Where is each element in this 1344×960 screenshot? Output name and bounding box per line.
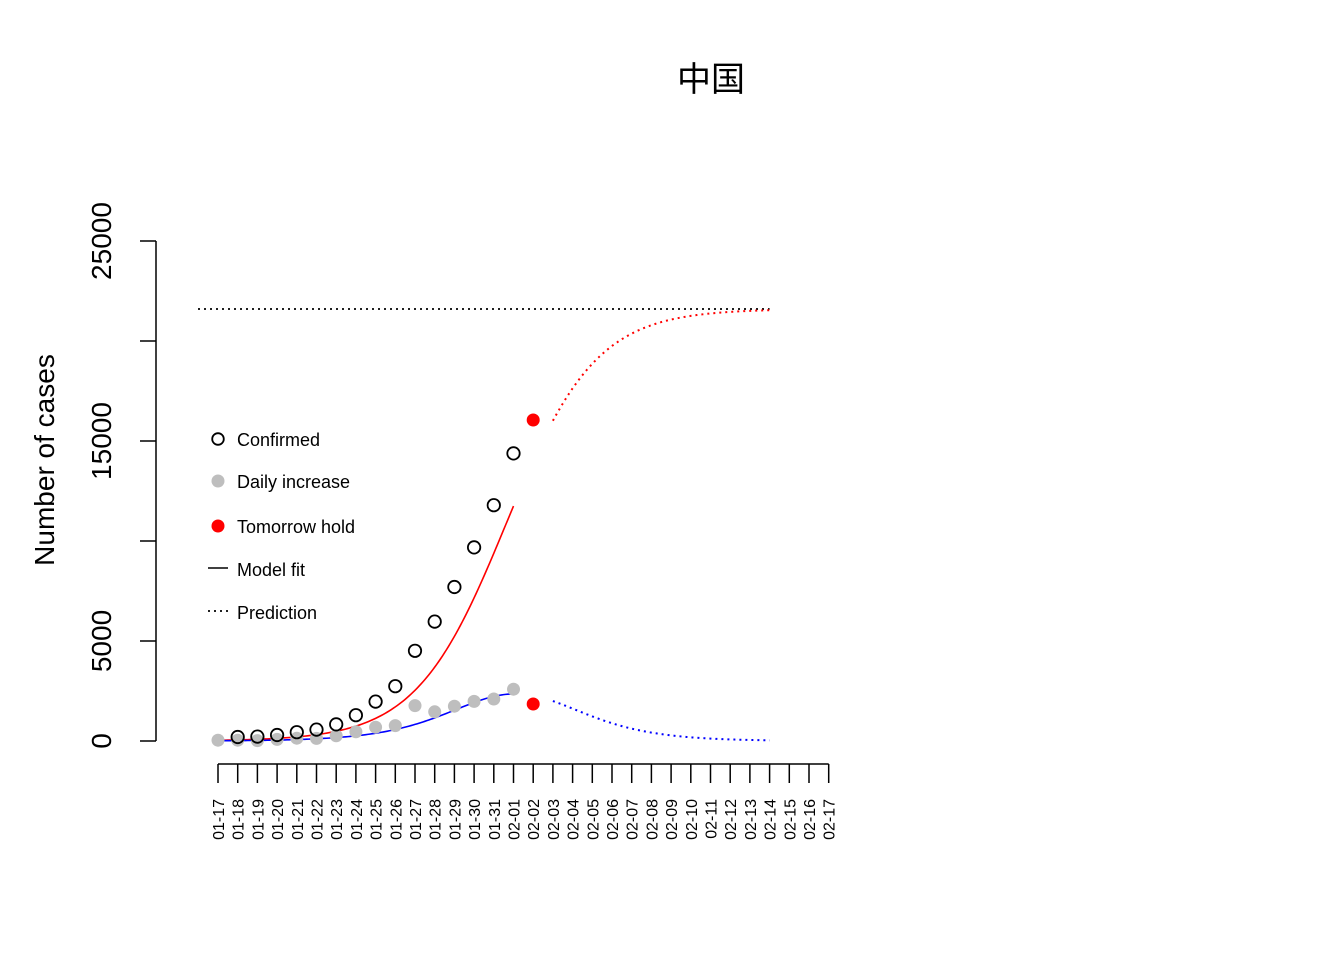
x-tick-label: 02-09 [664, 799, 681, 840]
daily-increase-point [231, 733, 245, 747]
x-tick-label: 01-30 [467, 799, 484, 840]
cumulative-prediction-line [552, 309, 770, 422]
daily-increase-point [487, 692, 501, 706]
x-axis: 01-17 01-18 01-19 01-20 01-21 01-22 01-23 01-24… [211, 763, 839, 840]
x-tick-label: 02-04 [566, 799, 583, 840]
confirmed-point [506, 446, 521, 461]
curves [198, 308, 770, 742]
y-tick-label: 5000 [86, 610, 117, 672]
daily-increase-point [428, 705, 442, 719]
y-tick-label: 0 [86, 733, 117, 749]
x-tick-label: 02-16 [802, 799, 819, 840]
x-tick-label: 01-25 [369, 799, 386, 840]
daily-increase-point [369, 720, 383, 734]
x-tick-label: 01-20 [270, 799, 287, 840]
daily-increase-point [349, 725, 363, 739]
confirmed-point [388, 679, 403, 694]
confirmed-point [466, 540, 482, 555]
legend-confirmed-swatch [211, 432, 225, 446]
confirmed-point [250, 729, 265, 744]
confirmed-point [348, 708, 363, 723]
x-tick-label: 02-07 [625, 799, 642, 840]
x-tick-label: 01-22 [310, 799, 327, 840]
tomorrow-hold-point [526, 413, 540, 427]
tomorrow-hold-point [526, 697, 540, 711]
x-tick-label: 01-21 [290, 799, 307, 840]
daily-fit-line [217, 693, 514, 742]
daily-increase-point [250, 734, 264, 748]
confirmed-point [289, 725, 304, 740]
points [211, 413, 540, 748]
legend: Confirmed Daily increase Tomorrow hold Mode… [208, 430, 355, 623]
x-tick-label: 01-28 [428, 799, 445, 840]
daily-increase-point [447, 699, 461, 713]
x-tick-label: 02-15 [782, 799, 799, 840]
daily-increase-point [388, 719, 402, 733]
daily-increase-point [211, 733, 225, 747]
x-tick-label: 02-03 [546, 799, 563, 840]
confirmed-point [329, 717, 344, 732]
x-tick-label: 01-27 [408, 799, 425, 840]
y-axis-label: Number of cases [29, 354, 60, 566]
x-tick-label: 01-26 [388, 799, 405, 840]
confirmed-point [407, 643, 423, 658]
legend-label: Confirmed [237, 430, 320, 450]
daily-increase-point [270, 732, 284, 746]
daily-increase-point [507, 682, 520, 696]
x-tick-label: 01-19 [250, 799, 267, 840]
confirmed-point [447, 579, 462, 595]
confirmed-point [269, 727, 285, 743]
x-tick-label: 02-05 [585, 799, 602, 840]
legend-label: Daily increase [237, 472, 350, 492]
confirmed-point [309, 722, 324, 737]
x-tick-label: 02-14 [763, 799, 780, 840]
chart-title: 中国 [677, 60, 745, 100]
x-tick-label: 01-31 [487, 799, 504, 840]
x-tick-label: 02-17 [822, 799, 839, 840]
x-tick-label: 02-08 [644, 799, 661, 840]
confirmed-point [368, 694, 383, 709]
y-axis: 0 5000 15000 25000 [86, 202, 157, 749]
confirmed-point [486, 498, 501, 513]
daily-increase-point [329, 729, 343, 743]
legend-label: Model fit [237, 560, 305, 580]
x-tick-label: 02-13 [743, 799, 760, 840]
confirmed-point [230, 729, 245, 745]
legend-daily-increase-swatch [211, 474, 225, 488]
legend-label: Prediction [237, 603, 317, 623]
x-tick-label: 01-29 [447, 799, 464, 840]
cumulative-fit-line [217, 505, 515, 742]
x-tick-label: 02-02 [526, 799, 543, 840]
x-tick-label: 01-18 [231, 799, 248, 840]
confirmed-point [427, 614, 442, 629]
x-tick-label: 02-10 [684, 799, 701, 840]
x-tick-label: 01-24 [349, 799, 366, 840]
x-tick-label: 01-17 [211, 799, 228, 840]
daily-increase-point [408, 699, 422, 713]
x-tick-label: 02-01 [507, 799, 524, 840]
legend-label: Tomorrow hold [237, 517, 355, 537]
x-tick-label: 02-12 [723, 799, 740, 840]
y-tick-label: 25000 [86, 202, 117, 280]
daily-increase-point [467, 694, 481, 708]
daily-prediction-line [552, 700, 770, 742]
x-tick-label: 02-11 [704, 799, 721, 839]
x-tick-label: 01-23 [329, 799, 346, 840]
legend-tomorrow-hold-swatch [211, 519, 225, 533]
x-tick-label: 02-06 [605, 799, 622, 840]
y-tick-label: 15000 [86, 402, 117, 480]
